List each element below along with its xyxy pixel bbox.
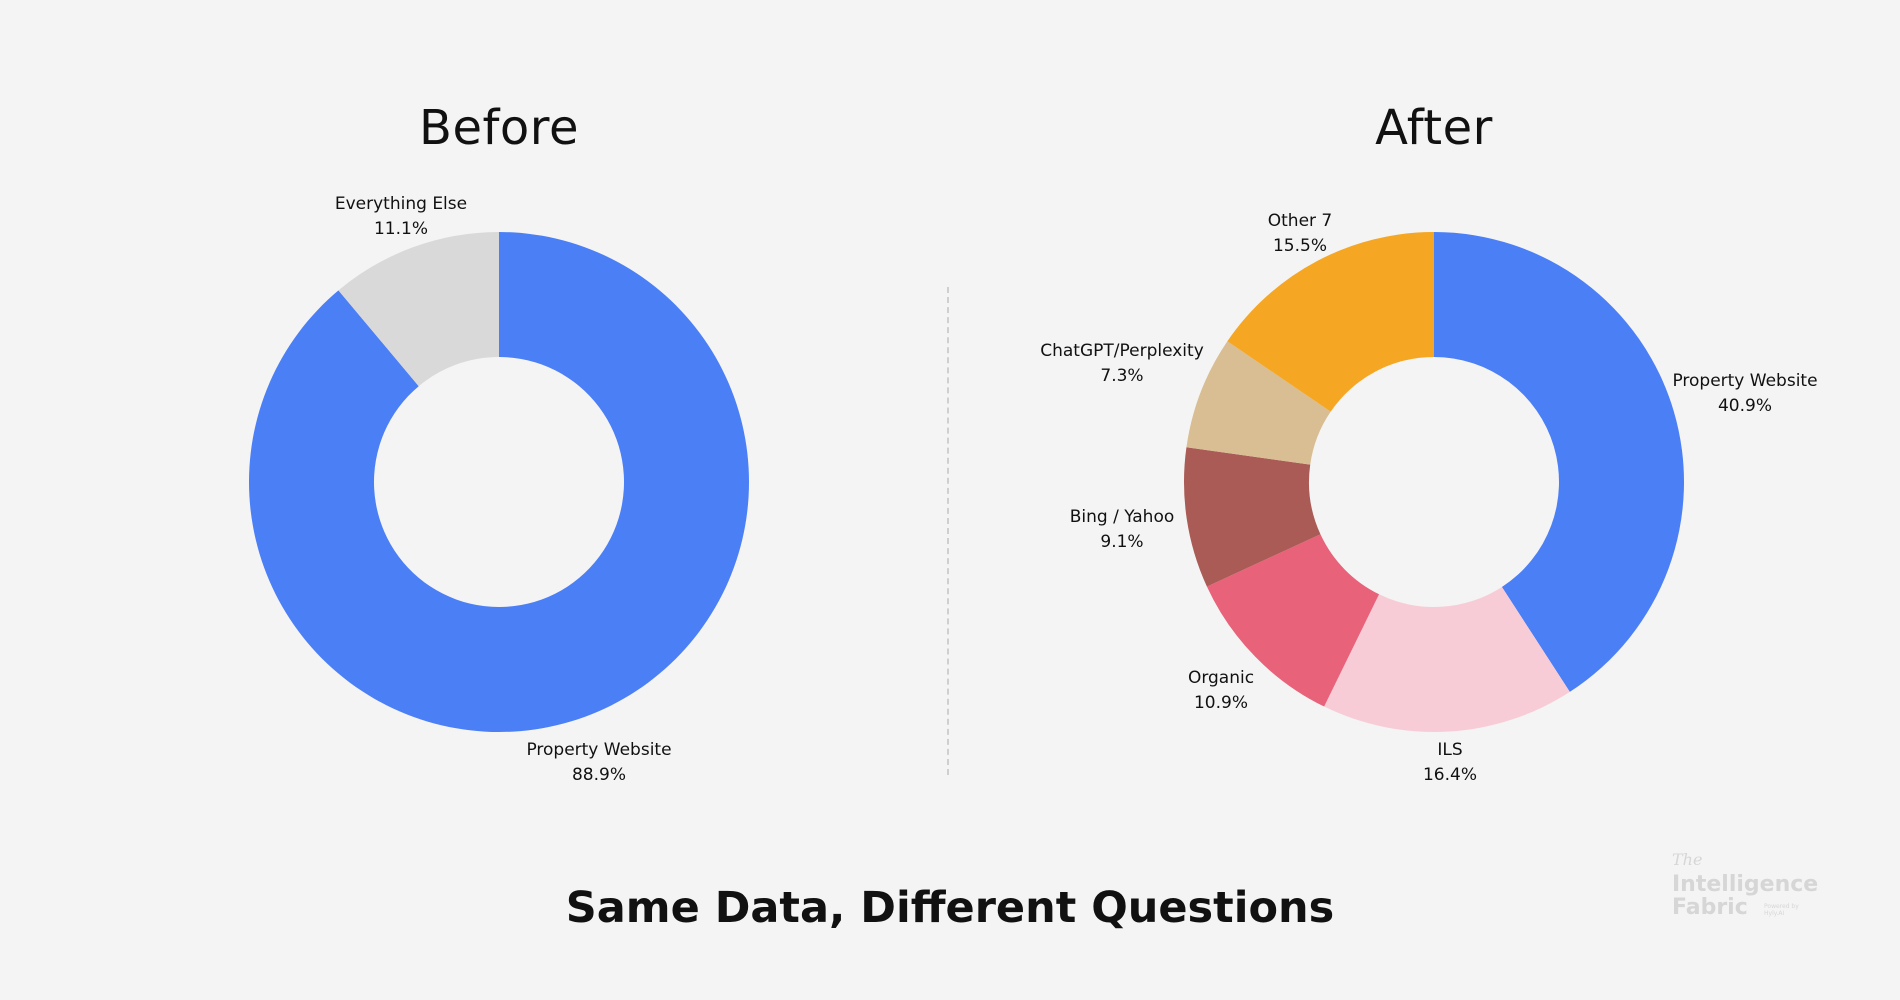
- slice-property-website: [1434, 232, 1685, 692]
- slice-chatgpt-perplexity: [1186, 341, 1331, 465]
- chart-title-after: After: [1375, 100, 1493, 156]
- slice-label-everything-else: Everything Else: [335, 194, 467, 214]
- chart-title-before: Before: [419, 100, 579, 156]
- logo-line-1: The: [1672, 850, 1703, 869]
- footer-title: Same Data, Different Questions: [565, 883, 1335, 933]
- slice-label-ils: ILS: [1437, 740, 1462, 760]
- slice-organic: [1206, 534, 1380, 707]
- intelligence-fabric-logo: The Intelligence Fabric Powered by Hyly.…: [1672, 850, 1818, 920]
- slice-value-other-7: 15.5%: [1273, 236, 1327, 256]
- slice-label-property-website: Property Website: [1672, 371, 1817, 391]
- slice-value-everything-else: 11.1%: [374, 219, 428, 239]
- slice-value-organic: 10.9%: [1194, 693, 1248, 713]
- logo-tagline: Powered by Hyly.AI: [1764, 903, 1799, 917]
- slice-bing-yahoo: [1184, 447, 1321, 587]
- slice-label-bing-yahoo: Bing / Yahoo: [1070, 507, 1175, 527]
- logo-line-2: Intelligence: [1672, 872, 1819, 897]
- slice-value-bing-yahoo: 9.1%: [1100, 532, 1143, 552]
- slice-label-chatgpt-perplexity: ChatGPT/Perplexity: [1040, 341, 1204, 361]
- slice-value-ils: 16.4%: [1423, 765, 1477, 785]
- slice-everything-else: [338, 232, 499, 387]
- slice-value-property-website: 40.9%: [1718, 396, 1772, 416]
- slice-value-property-website: 88.9%: [572, 765, 626, 785]
- chart-divider: [947, 287, 949, 775]
- slice-ils: [1324, 586, 1570, 732]
- slice-label-property-website: Property Website: [526, 740, 671, 760]
- slice-label-organic: Organic: [1188, 668, 1254, 688]
- slice-label-other-7: Other 7: [1268, 211, 1333, 231]
- slice-property-website: [248, 232, 749, 732]
- slice-other-7: [1227, 232, 1434, 412]
- slice-value-chatgpt-perplexity: 7.3%: [1100, 366, 1143, 386]
- logo-line-3: Fabric: [1672, 895, 1748, 920]
